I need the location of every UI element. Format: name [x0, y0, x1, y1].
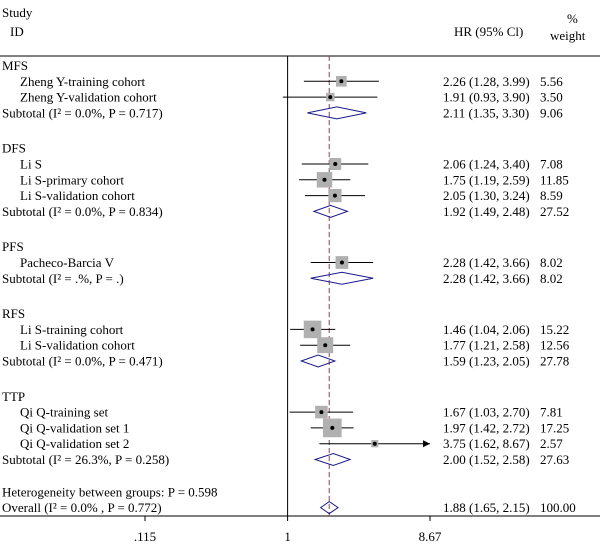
study-mfs-zheng-y-validation-cohort-point: [328, 95, 333, 100]
study-dfs-li-s-validation-cohort-hr: 2.05 (1.30, 3.24): [443, 188, 530, 203]
group-rfs-subtotal-label: Subtotal (I² = 0.0%, P = 0.471): [2, 354, 163, 369]
group-pfs-subtotal-diamond: [310, 271, 374, 285]
study-pfs-pacheco-barcia-v-point: [339, 260, 344, 265]
study-dfs-li-s-hr: 2.06 (1.24, 3.40): [443, 157, 530, 172]
group-dfs-subtotal-hr: 1.92 (1.49, 2.48): [443, 204, 530, 219]
group-mfs-subtotal-diamond: [307, 106, 367, 120]
group-ttp-subtotal-label: Subtotal (I² = 26.3%, P = 0.258): [2, 452, 169, 467]
study-dfs-li-s-primary-cohort-label: Li S-primary cohort: [20, 172, 124, 187]
x-tick-label-1: 1: [284, 529, 291, 544]
study-dfs-li-s-weight: 7.08: [540, 157, 563, 172]
group-rfs-title: RFS: [2, 306, 25, 321]
weight-header: weight: [550, 28, 586, 43]
group-ttp-subtotal-hr: 2.00 (1.52, 2.58): [443, 452, 530, 467]
study-mfs-zheng-y-training-cohort-hr: 2.26 (1.28, 3.99): [443, 74, 530, 89]
study-dfs-li-s-primary-cohort-point: [322, 177, 327, 182]
study-dfs-li-s-point: [333, 162, 338, 166]
study-mfs-zheng-y-validation-cohort-weight: 3.50: [540, 90, 563, 105]
study-rfs-li-s-validation-cohort-label: Li S-validation cohort: [20, 338, 135, 353]
study-header: Study: [2, 5, 33, 20]
study-dfs-li-s-primary-cohort-weight: 11.85: [540, 172, 569, 187]
study-ttp-qi-q-training-set-hr: 1.67 (1.03, 2.70): [443, 405, 530, 420]
study-rfs-li-s-training-cohort-point: [310, 327, 315, 332]
study-ttp-qi-q-training-set-point: [319, 410, 324, 415]
study-mfs-zheng-y-training-cohort-point: [339, 79, 344, 84]
study-ttp-qi-q-validation-set-2-weight: 2.57: [540, 436, 563, 451]
study-mfs-zheng-y-training-cohort-weight: 5.56: [540, 74, 563, 89]
study-dfs-li-s-validation-cohort-weight: 8.59: [540, 188, 563, 203]
study-rfs-li-s-training-cohort-weight: 15.22: [540, 322, 569, 337]
group-ttp-title: TTP: [2, 389, 25, 404]
study-rfs-li-s-training-cohort-hr: 1.46 (1.04, 2.06): [443, 322, 530, 337]
group-mfs-subtotal-hr: 2.11 (1.35, 3.30): [443, 105, 529, 120]
study-ttp-qi-q-training-set-weight: 7.81: [540, 405, 563, 420]
study-ttp-qi-q-validation-set-2-point: [372, 441, 377, 446]
heterogeneity-text: Heterogeneity between groups: P = 0.598: [2, 484, 218, 499]
group-rfs-subtotal-weight: 27.78: [540, 354, 569, 369]
group-ttp-subtotal-diamond: [313, 452, 352, 467]
group-ttp-subtotal-weight: 27.63: [540, 452, 569, 467]
group-mfs-subtotal-weight: 9.06: [540, 105, 563, 120]
column-header: Study ID HR (95% Cl) % weight: [2, 5, 586, 43]
group-dfs-subtotal-diamond: [312, 204, 349, 218]
group-mfs-title: MFS: [2, 58, 28, 73]
overall-diamond: [319, 500, 339, 515]
hr-header: HR (95% Cl): [454, 24, 523, 39]
group-pfs-title: PFS: [2, 239, 24, 254]
x-axis: .115 1 8.67: [134, 516, 442, 544]
group-rfs-subtotal-hr: 1.59 (1.23, 2.05): [443, 354, 530, 369]
plot-frame: [0, 55, 600, 517]
study-pfs-pacheco-barcia-v-weight: 8.02: [540, 255, 563, 270]
study-dfs-li-s-validation-cohort-point: [332, 193, 337, 198]
study-pfs-pacheco-barcia-v-hr: 2.28 (1.42, 3.66): [443, 255, 530, 270]
study-mfs-zheng-y-training-cohort-label: Zheng Y-training cohort: [20, 74, 146, 89]
study-ttp-qi-q-validation-set-1-label: Qi Q-validation set 1: [20, 420, 129, 435]
study-dfs-li-s-validation-cohort-label: Li S-validation cohort: [20, 188, 135, 203]
study-mfs-zheng-y-validation-cohort-hr: 1.91 (0.93, 3.90): [443, 90, 530, 105]
study-ttp-qi-q-validation-set-2-hr: 3.75 (1.62, 8.67): [443, 436, 530, 451]
x-tick-label-115: .115: [134, 529, 156, 544]
overall-label: Overall (I² = 0.0% , P = 0.772): [2, 500, 162, 515]
group-dfs-title: DFS: [2, 141, 26, 156]
study-rfs-li-s-validation-cohort-point: [323, 343, 328, 348]
study-ttp-qi-q-validation-set-1-weight: 17.25: [540, 420, 569, 435]
study-rfs-li-s-validation-cohort-weight: 12.56: [540, 338, 570, 353]
group-rfs-subtotal-diamond: [299, 354, 337, 368]
group-pfs-subtotal-label: Subtotal (I² = .%, P = .): [2, 271, 124, 286]
study-ttp-qi-q-validation-set-2-label: Qi Q-validation set 2: [20, 436, 129, 451]
study-pfs-pacheco-barcia-v-label: Pacheco-Barcia V: [20, 255, 115, 270]
percent-header: %: [567, 11, 578, 26]
overall-hr: 1.88 (1.65, 2.15): [443, 500, 530, 515]
id-header: ID: [10, 24, 24, 39]
group-pfs-subtotal-hr: 2.28 (1.42, 3.66): [443, 271, 530, 286]
study-ttp-qi-q-training-set-label: Qi Q-training set: [20, 405, 108, 420]
study-rfs-li-s-training-cohort-label: Li S-training cohort: [20, 322, 124, 337]
study-dfs-li-s-primary-cohort-hr: 1.75 (1.19, 2.59): [443, 172, 530, 187]
reference-lines: [287, 56, 330, 516]
overall-weight: 100.00: [540, 500, 576, 515]
group-dfs-subtotal-label: Subtotal (I² = 0.0%, P = 0.834): [2, 204, 163, 219]
study-ttp-qi-q-validation-set-2-ci-arrow: [423, 440, 430, 448]
x-tick-label-8-67: 8.67: [419, 529, 442, 544]
study-dfs-li-s-label: Li S: [20, 157, 42, 172]
group-pfs-subtotal-weight: 8.02: [540, 271, 563, 286]
study-ttp-qi-q-validation-set-1-hr: 1.97 (1.42, 2.72): [443, 420, 530, 435]
study-ttp-qi-q-validation-set-1-point: [330, 425, 335, 430]
group-mfs-subtotal-label: Subtotal (I² = 0.0%, P = 0.717): [2, 105, 163, 120]
group-dfs-subtotal-weight: 27.52: [540, 204, 569, 219]
study-mfs-zheng-y-validation-cohort-label: Zheng Y-validation cohort: [20, 90, 157, 105]
study-rfs-li-s-validation-cohort-hr: 1.77 (1.21, 2.58): [443, 338, 530, 353]
